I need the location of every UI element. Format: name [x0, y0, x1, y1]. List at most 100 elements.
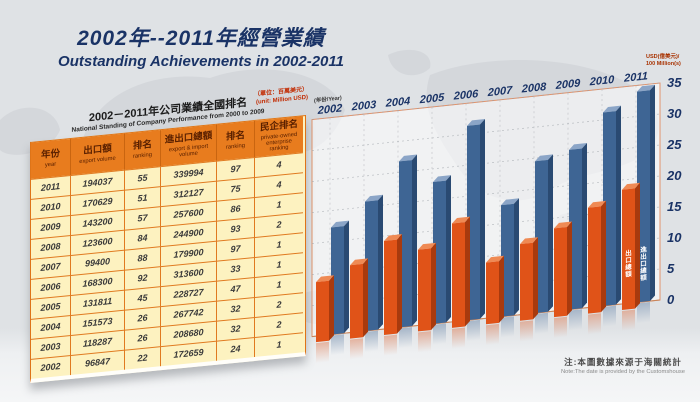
- total-bar-2010: [603, 111, 616, 306]
- year-label-2009: 2009: [555, 77, 581, 92]
- export-bar-top: [520, 237, 538, 245]
- total-bar-side: [582, 142, 587, 309]
- legend-export-label: 出口總額: [624, 248, 632, 279]
- chart-note-en: Note:The date is provided by the Customs…: [560, 369, 686, 375]
- chart-source-note: 注:本圖數據來源于海關統計 Note:The date is provided …: [548, 356, 698, 375]
- export-bar-2011: [622, 188, 635, 310]
- total-bar-side: [616, 105, 621, 305]
- total-bar-side: [446, 175, 451, 323]
- year-label-2003: 2003: [351, 99, 376, 114]
- export-bar-top: [452, 216, 470, 224]
- y-tick-30: 30: [667, 106, 682, 121]
- export-bar-2005: [418, 248, 431, 332]
- export-bar-reflection: [316, 341, 329, 364]
- export-bar-2010: [588, 206, 601, 314]
- total-bar-reflection: [501, 316, 514, 338]
- y-tick-15: 15: [667, 199, 682, 214]
- export-bar-2004: [384, 239, 397, 336]
- export-bar-reflection: [554, 316, 567, 339]
- export-bar-top: [554, 221, 572, 229]
- year-label-2010: 2010: [589, 74, 615, 89]
- export-bar-top: [316, 275, 334, 283]
- y-tick-35: 35: [667, 75, 682, 90]
- total-bar-reflection: [365, 330, 378, 353]
- table-header-cell: 進出口總額 export & import volume: [161, 124, 217, 166]
- y-tick-0: 0: [667, 292, 675, 307]
- page-title-zh: 2002年--2011年經營業績: [77, 27, 325, 50]
- total-bar-top: [331, 220, 349, 228]
- y-tick-20: 20: [666, 168, 682, 183]
- export-bar-side: [363, 258, 368, 338]
- total-bar-side: [650, 84, 655, 302]
- h-gridline: [312, 175, 660, 213]
- y-tick-5: 5: [667, 261, 675, 276]
- export-bar-reflection: [520, 320, 533, 342]
- total-bar-reflection: [535, 312, 548, 335]
- total-bar-reflection: [331, 334, 344, 356]
- y-axis-unit-line2: 100 Million(s): [646, 61, 681, 68]
- export-bar-reflection: [588, 313, 601, 335]
- table-header-cell: 排名 ranking: [125, 129, 161, 170]
- export-bar-reflection: [622, 309, 635, 331]
- total-bar-side: [480, 118, 485, 319]
- total-bar-reflection: [637, 302, 650, 324]
- total-bar-reflection: [467, 319, 480, 342]
- total-bar-side: [344, 220, 349, 334]
- export-bar-reflection: [486, 323, 499, 346]
- export-bar-side: [635, 182, 640, 309]
- year-label-2005: 2005: [419, 92, 445, 107]
- export-bar-2003: [350, 263, 363, 339]
- export-bar-side: [465, 216, 470, 327]
- export-bar-reflection: [418, 331, 431, 353]
- year-label-2004: 2004: [385, 95, 410, 110]
- total-bar-2009: [569, 148, 582, 310]
- export-bar-side: [397, 234, 402, 334]
- total-bar-reflection: [433, 323, 446, 345]
- total-bar-top: [535, 154, 553, 162]
- export-bar-side: [329, 275, 334, 341]
- export-bar-2002: [316, 280, 329, 343]
- year-label-2006: 2006: [453, 88, 479, 103]
- table-header-cell: 出口額 export volume: [71, 133, 125, 175]
- y-axis-unit-label: USD(億美元)/ 100 Million(s): [646, 54, 700, 68]
- table-cell: 24: [217, 336, 255, 361]
- total-bar-2008: [535, 159, 548, 314]
- total-bar-side: [548, 154, 553, 312]
- total-bar-top: [365, 194, 383, 202]
- table-body: 2011 194037 55 339994 97 4 2010 170629 51 312127 7…: [31, 151, 305, 379]
- total-bar-top: [399, 154, 417, 162]
- table-cell: 96847: [71, 349, 125, 375]
- export-bar-top: [486, 255, 504, 263]
- total-bar-top: [433, 175, 451, 183]
- table-header-cell: 年份 year: [31, 138, 71, 179]
- plot-area: 2002 2003 2004 2005 2006 2007 2008 2009 2010 2011…: [311, 70, 661, 364]
- export-bar-top: [384, 234, 402, 242]
- table-header-cell: 民企排名 private-owned enterprise ranking: [255, 115, 303, 157]
- y-tick-10: 10: [667, 230, 682, 245]
- total-bar-2006: [467, 124, 480, 321]
- x-axis-label: (年份/Year): [314, 93, 342, 104]
- export-bar-side: [601, 200, 606, 313]
- export-bar-side: [567, 221, 572, 316]
- header-label-en: private-owned enterprise ranking: [260, 131, 298, 153]
- year-label-2002: 2002: [317, 102, 343, 117]
- total-bar-2005: [433, 180, 446, 324]
- total-bar-2011: [637, 90, 650, 303]
- export-bar-side: [533, 237, 538, 320]
- export-bar-top: [622, 182, 640, 190]
- export-bar-side: [431, 242, 436, 331]
- export-bar-2009: [554, 226, 567, 318]
- total-bar-top: [501, 198, 519, 206]
- table-cell: 2002: [31, 354, 71, 379]
- total-bar-top: [467, 118, 485, 126]
- total-bar-reflection: [399, 327, 412, 349]
- chart-note-zh: 注:本圖數據來源于海關統計: [564, 357, 682, 367]
- export-bar-2006: [452, 222, 465, 328]
- export-bar-reflection: [350, 338, 363, 360]
- export-bar-reflection: [452, 327, 465, 349]
- table-cell: 172659: [161, 340, 217, 366]
- total-bar-2004: [399, 160, 412, 328]
- export-bar-top: [418, 242, 436, 250]
- total-bar-top: [603, 105, 621, 113]
- export-bar-side: [499, 255, 504, 323]
